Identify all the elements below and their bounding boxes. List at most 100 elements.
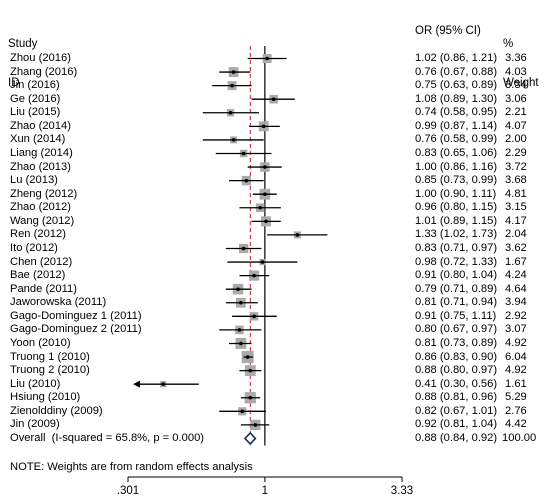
study-or-ci: 0.80 (0.67, 0.97) [415,323,498,336]
study-or-ci: 0.82 (0.67, 1.01) [415,404,498,417]
study-point [253,423,258,427]
study-weight: 3.07 [505,323,527,336]
study-or-ci: 0.98 (0.72, 1.33) [415,255,498,268]
study-point [239,341,243,346]
study-label: Chen (2012) [10,255,73,268]
study-weight: 2.76 [505,404,527,417]
study-or-ci: 1.02 (0.86, 1.21) [415,52,498,64]
study-header-line1: Study [8,38,38,50]
study-label: Gago-Dominguez 1 (2011) [10,309,142,322]
study-weight: 2.29 [505,146,527,159]
study-weight: 3.94 [505,296,527,309]
study-or-ci: 0.81 (0.73, 0.89) [415,336,498,349]
study-or-ci: 0.76 (0.67, 0.88) [415,65,498,78]
study-point [248,368,253,373]
study-weight: 3.62 [505,241,527,254]
study-weight: 2.92 [505,309,527,322]
study-point [239,300,243,305]
study-point [261,124,266,129]
study-weight: 4.92 [505,336,527,349]
overall-diamond [243,431,257,446]
x-tick-label: .301 [117,485,139,497]
study-point [265,56,269,61]
study-point [264,219,268,224]
study-label: Zhou (2016) [10,52,71,64]
study-weight: 2.04 [505,228,527,241]
study-or-ci: 0.79 (0.71, 0.89) [415,282,498,295]
study-label: Ren (2012) [10,228,66,241]
study-label: Bae (2012) [10,269,66,282]
study-weight: 4.92 [505,364,527,377]
study-point [252,273,256,278]
study-point [228,110,233,115]
study-label: Pande (2011) [10,282,77,295]
study-point [245,355,250,359]
study-point [263,165,267,169]
study-point [295,233,300,237]
study-or-ci: 0.91 (0.75, 1.11) [415,309,497,322]
study-point [241,151,246,156]
study-weight: 4.42 [505,418,527,431]
overall-or-ci: 0.88 (0.84, 0.92) [415,431,498,444]
study-label: Liu (2015) [10,106,61,119]
study-point [240,409,245,414]
study-or-ci: 0.83 (0.71, 0.97) [415,241,498,254]
study-point [263,192,267,196]
study-label: Jin (2016) [10,79,60,92]
study-or-ci: 1.01 (0.89, 1.15) [415,214,498,227]
study-or-ci: 0.81 (0.71, 0.94) [415,296,498,309]
study-label: Liang (2014) [10,146,73,159]
study-weight: 3.34 [505,79,527,92]
study-or-ci: 0.96 (0.80, 1.15) [415,201,498,214]
study-label: Zhao (2013) [10,160,71,173]
study-label: Zhang (2016) [10,65,78,78]
study-weight: 4.24 [505,269,527,282]
x-tick-label: 1 [262,485,268,497]
study-weight: 4.03 [505,65,527,78]
study-label: Gago-Dominguez 2 (2011) [10,323,142,336]
study-label: Yoon (2010) [10,336,71,349]
footnote: NOTE: Weights are from random effects an… [10,461,253,473]
study-weight: 3.36 [505,52,527,64]
study-point [231,138,236,142]
study-weight: 1.61 [505,377,527,390]
study-or-ci: 1.00 (0.86, 1.16) [415,160,498,173]
study-label: Zienolddiny (2009) [10,404,103,417]
study-label: Truong 1 (2010) [10,350,90,363]
study-weight: 4.07 [505,119,527,132]
study-header: Study ID [8,12,37,103]
study-point [231,70,236,74]
study-point [258,205,263,210]
study-weight: 4.81 [505,187,527,200]
study-or-ci: 0.88 (0.80, 0.97) [415,364,498,377]
study-point [260,260,265,264]
study-or-ci: 0.75 (0.63, 0.89) [415,79,498,92]
ci-arrow-left [133,380,140,388]
study-point [252,314,256,319]
study-or-ci: 0.88 (0.81, 0.96) [415,391,498,404]
weight-header: % Weight [503,12,539,103]
study-or-ci: 0.99 (0.87, 1.14) [415,119,498,132]
study-label: Xun (2014) [10,133,66,146]
study-label: Lu (2013) [10,174,58,187]
study-weight: 6.04 [505,350,527,363]
study-or-ci: 0.41 (0.30, 0.56) [415,377,498,390]
study-label: Hsiung (2010) [10,391,81,404]
study-point [244,178,249,183]
study-label: Zheng (2012) [10,187,78,200]
study-point [237,328,242,332]
study-weight: 5.29 [505,391,527,404]
study-or-ci: 0.85 (0.73, 0.99) [415,174,498,187]
weight-header-line1: % [503,38,514,50]
study-weight: 3.15 [505,201,527,214]
x-tick-label: 3.33 [391,485,413,497]
study-weight: 4.64 [505,282,527,295]
overall-label: Overall (I-squared = 65.8%, p = 0.000) [10,431,205,444]
overall-weight: 100.00 [502,431,537,444]
study-label: Zhao (2014) [10,119,71,132]
study-weight: 4.17 [505,214,527,227]
study-label: Jin (2009) [10,418,60,431]
study-weight: 3.68 [505,174,527,187]
or-header: OR (95% CI) [415,25,481,37]
